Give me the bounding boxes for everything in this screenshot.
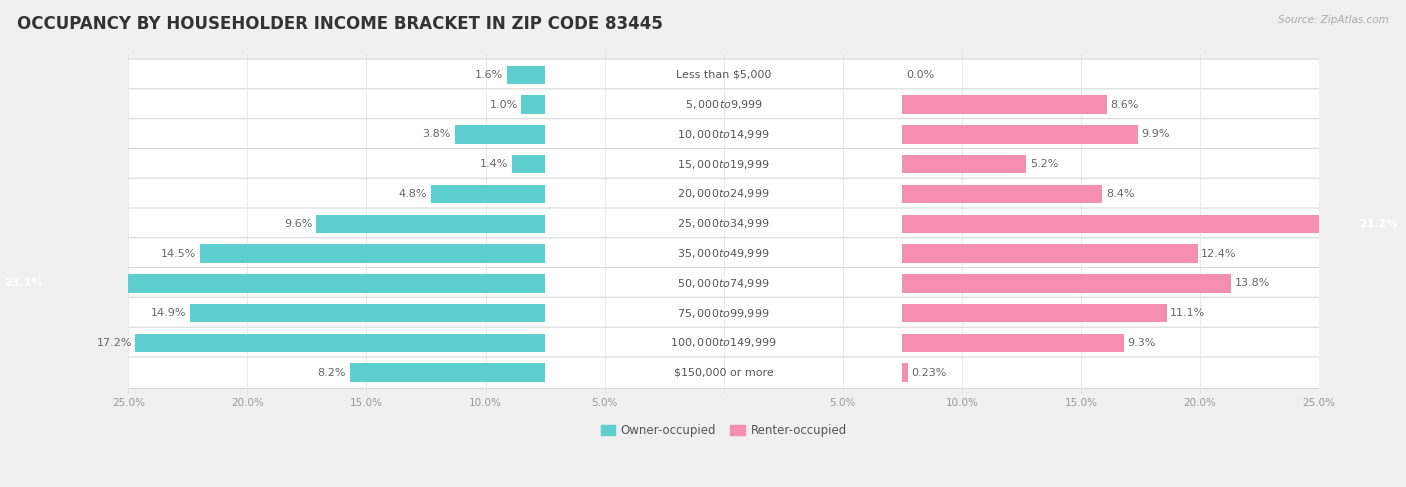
Text: $35,000 to $49,999: $35,000 to $49,999: [678, 247, 770, 260]
Text: 11.1%: 11.1%: [1170, 308, 1205, 318]
Text: $75,000 to $99,999: $75,000 to $99,999: [678, 307, 770, 319]
FancyBboxPatch shape: [127, 149, 1320, 180]
Bar: [512, 155, 546, 173]
Text: $15,000 to $19,999: $15,000 to $19,999: [678, 158, 770, 170]
Text: 1.0%: 1.0%: [489, 100, 517, 110]
Bar: [903, 214, 1406, 233]
Bar: [0, 274, 546, 293]
FancyBboxPatch shape: [127, 357, 1320, 389]
Text: 14.5%: 14.5%: [160, 248, 197, 259]
FancyBboxPatch shape: [127, 59, 1320, 91]
Text: 21.2%: 21.2%: [1360, 219, 1398, 229]
Bar: [508, 66, 546, 84]
Text: 23.1%: 23.1%: [4, 279, 44, 288]
FancyBboxPatch shape: [127, 89, 1320, 120]
Text: $25,000 to $34,999: $25,000 to $34,999: [678, 217, 770, 230]
FancyBboxPatch shape: [127, 298, 1320, 329]
Text: $20,000 to $24,999: $20,000 to $24,999: [678, 187, 770, 201]
Text: 0.23%: 0.23%: [911, 368, 946, 378]
Text: 8.2%: 8.2%: [318, 368, 346, 378]
Bar: [316, 214, 546, 233]
Text: $50,000 to $74,999: $50,000 to $74,999: [678, 277, 770, 290]
Bar: [903, 334, 1123, 352]
Text: $5,000 to $9,999: $5,000 to $9,999: [685, 98, 763, 111]
Text: 9.3%: 9.3%: [1128, 338, 1156, 348]
FancyBboxPatch shape: [127, 208, 1320, 240]
Bar: [903, 155, 1026, 173]
FancyBboxPatch shape: [127, 238, 1320, 269]
Text: Less than $5,000: Less than $5,000: [676, 70, 772, 80]
FancyBboxPatch shape: [127, 178, 1320, 210]
Text: 13.8%: 13.8%: [1234, 279, 1270, 288]
Text: 17.2%: 17.2%: [97, 338, 132, 348]
Bar: [190, 304, 546, 322]
Bar: [903, 185, 1102, 203]
FancyBboxPatch shape: [127, 267, 1320, 299]
Bar: [903, 274, 1232, 293]
Text: 0.0%: 0.0%: [905, 70, 934, 80]
Text: 5.2%: 5.2%: [1029, 159, 1059, 169]
Text: $100,000 to $149,999: $100,000 to $149,999: [671, 337, 778, 349]
Text: $10,000 to $14,999: $10,000 to $14,999: [678, 128, 770, 141]
Text: 8.4%: 8.4%: [1107, 189, 1135, 199]
Text: 3.8%: 3.8%: [423, 130, 451, 139]
FancyBboxPatch shape: [127, 327, 1320, 359]
Bar: [903, 363, 908, 382]
Text: $150,000 or more: $150,000 or more: [673, 368, 773, 378]
Bar: [200, 244, 546, 263]
Text: 1.6%: 1.6%: [475, 70, 503, 80]
Text: Source: ZipAtlas.com: Source: ZipAtlas.com: [1278, 15, 1389, 25]
Bar: [903, 125, 1137, 144]
Bar: [903, 95, 1107, 114]
Text: 12.4%: 12.4%: [1201, 248, 1237, 259]
Text: 9.9%: 9.9%: [1142, 130, 1170, 139]
Bar: [350, 363, 546, 382]
Bar: [430, 185, 546, 203]
Bar: [135, 334, 546, 352]
Text: 14.9%: 14.9%: [152, 308, 187, 318]
Text: 8.6%: 8.6%: [1111, 100, 1139, 110]
Bar: [903, 244, 1198, 263]
Text: 1.4%: 1.4%: [479, 159, 508, 169]
Bar: [454, 125, 546, 144]
FancyBboxPatch shape: [127, 119, 1320, 150]
Bar: [522, 95, 546, 114]
Text: OCCUPANCY BY HOUSEHOLDER INCOME BRACKET IN ZIP CODE 83445: OCCUPANCY BY HOUSEHOLDER INCOME BRACKET …: [17, 15, 662, 33]
Bar: [903, 304, 1167, 322]
Text: 9.6%: 9.6%: [284, 219, 314, 229]
Legend: Owner-occupied, Renter-occupied: Owner-occupied, Renter-occupied: [596, 419, 852, 442]
Text: 4.8%: 4.8%: [399, 189, 427, 199]
